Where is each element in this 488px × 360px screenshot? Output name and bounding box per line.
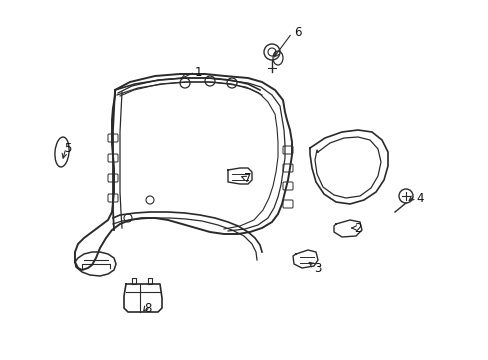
Text: 2: 2 bbox=[353, 221, 361, 234]
Text: 3: 3 bbox=[314, 261, 321, 274]
Text: 5: 5 bbox=[64, 141, 72, 154]
Text: 1: 1 bbox=[194, 66, 202, 78]
Text: 8: 8 bbox=[144, 302, 151, 315]
Text: 4: 4 bbox=[415, 192, 423, 204]
Text: 7: 7 bbox=[244, 171, 251, 184]
Text: 6: 6 bbox=[294, 26, 301, 39]
